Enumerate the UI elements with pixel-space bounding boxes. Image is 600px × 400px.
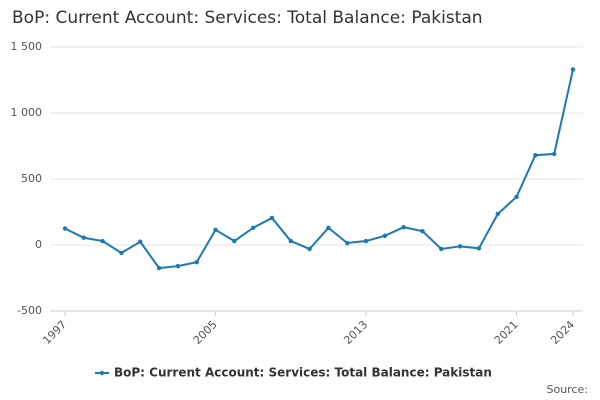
legend-marker [99,370,105,376]
point [269,215,275,221]
point [495,211,500,217]
y-tick-label: 500 [21,172,42,185]
point [213,227,218,233]
x-tick-label: 2021 [492,318,521,347]
point [250,225,256,231]
point [533,153,538,158]
y-tick-label: 1 000 [11,106,43,119]
point [138,239,143,244]
point [570,67,576,72]
point [194,259,199,265]
legend-label: BoP: Current Account: Services: Total Ba… [114,366,492,380]
point [175,263,181,269]
point [62,226,68,231]
point [439,246,444,252]
source: Source: [547,383,589,396]
x-tick-label: 2005 [191,318,220,347]
point [119,250,124,256]
y-tick-label: 0 [35,238,42,251]
point [326,225,331,231]
point [81,235,87,240]
point [156,265,162,271]
y-tick-label: -500 [17,304,42,317]
point [307,246,312,252]
x-tick-label: 1997 [40,318,69,347]
point [100,238,105,244]
point [363,238,369,244]
point [551,151,557,157]
y-tick-label: 1 500 [11,40,43,53]
point [420,228,425,234]
point [232,238,237,244]
point [288,238,293,244]
point [476,246,482,251]
chart-title: BoP: Current Account: Services: Total Ba… [12,8,483,28]
line [64,69,574,270]
point [401,224,406,230]
x-tick-label: 2024 [548,318,577,347]
x-tick-label: 2013 [341,318,370,347]
point [345,240,350,246]
point [457,244,463,249]
point [514,194,519,200]
point [382,233,388,238]
